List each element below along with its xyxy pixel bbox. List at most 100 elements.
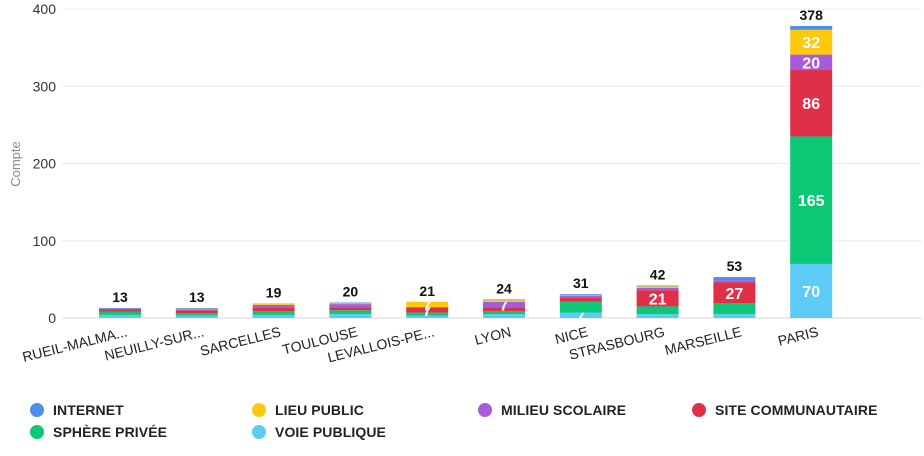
legend-item[interactable]: LIEU PUBLIC	[252, 402, 364, 418]
bar-segment	[559, 297, 602, 302]
segment-data-label: 7	[423, 297, 432, 314]
bar-segment	[329, 302, 372, 304]
bar-segment	[252, 307, 295, 312]
bar-segment	[252, 314, 295, 318]
segment-data-label: 20	[802, 55, 820, 72]
bar-stack: 21 42	[636, 267, 679, 318]
x-tick-label: LYON	[473, 323, 513, 347]
bar-segment	[483, 300, 525, 302]
total-data-label: 13	[189, 289, 205, 305]
bar-segment	[790, 263, 833, 318]
legend-item[interactable]: MILIEU SCOLAIRE	[478, 402, 626, 418]
legend-swatch-icon	[478, 403, 492, 417]
bar-segment	[406, 301, 449, 308]
bar-segment	[790, 54, 833, 71]
legend: INTERNET LIEU PUBLIC MILIEU SCOLAIRE SITE C…	[30, 402, 910, 446]
bar-stack: 27 53	[713, 258, 756, 318]
bar-segment	[175, 307, 218, 309]
x-tick-label: PARIS	[776, 323, 820, 348]
segment-data-label: 70	[802, 284, 820, 301]
bar-segment	[483, 314, 525, 318]
total-data-label: 21	[419, 283, 435, 299]
bar-segment	[99, 311, 141, 315]
bar-segment	[329, 314, 372, 318]
bar-segment	[636, 290, 679, 307]
total-data-label: 53	[727, 258, 743, 274]
bar-segment	[406, 312, 449, 316]
x-tick-label: MARSEILLE	[663, 323, 743, 358]
y-tick-label: 0	[48, 310, 56, 326]
bar-segment	[636, 314, 679, 318]
y-tick-label: 200	[33, 156, 57, 172]
bar-stack: 70 165 86 20 32 378	[790, 7, 833, 318]
segment-data-label: 86	[802, 96, 820, 113]
y-axis-ticks: 0 100 200 300 400	[33, 1, 57, 326]
segment-data-label: 7	[423, 303, 432, 320]
bar-segment	[99, 309, 141, 312]
bar-segment	[175, 309, 218, 311]
bar-segment	[406, 315, 449, 318]
bar-segment	[636, 306, 679, 315]
bar-stack: 724	[483, 280, 525, 318]
bar-segment	[713, 282, 756, 304]
bar-segment	[636, 287, 679, 291]
bar-segment	[636, 285, 679, 287]
bar-segment	[790, 25, 833, 30]
total-data-label: 24	[496, 280, 512, 296]
x-tick-label: SARCELLES	[198, 323, 282, 358]
legend-swatch-icon	[692, 403, 706, 417]
total-data-label: 31	[573, 275, 589, 291]
bar-segment	[713, 303, 756, 315]
segment-data-label: 32	[802, 35, 820, 52]
bar-segment	[559, 295, 602, 298]
bar-segment	[790, 70, 833, 137]
bar-segment	[559, 294, 602, 295]
bar-segment	[175, 315, 218, 318]
legend-label: INTERNET	[53, 402, 124, 418]
legend-swatch-icon	[30, 403, 44, 417]
bar-segment	[252, 311, 295, 315]
bar-segment	[175, 313, 218, 316]
segment-data-label: 7	[576, 308, 585, 325]
total-data-label: 42	[650, 267, 666, 283]
bar-segment	[175, 308, 218, 310]
bar-segment	[329, 310, 372, 315]
bar-segment	[790, 136, 833, 264]
bar-segment	[329, 304, 372, 308]
bar-stack: 13	[175, 289, 218, 318]
legend-item[interactable]: SITE COMMUNAUTAIRE	[692, 402, 878, 418]
legend-item[interactable]: VOIE PUBLIQUE	[252, 424, 386, 440]
bar-stack: 19	[252, 284, 295, 318]
bar-segment	[483, 307, 525, 312]
segment-data-label: 21	[649, 291, 667, 308]
bar-segment	[175, 310, 218, 314]
bar-segment	[483, 299, 525, 301]
segment-data-label: 27	[726, 286, 744, 303]
bar-segment	[713, 280, 756, 283]
bar-stack: 7 31	[559, 275, 602, 325]
x-axis-ticks: RUEIL-MALMA...NEUILLY-SUR...SARCELLESTOU…	[21, 323, 820, 365]
total-data-label: 378	[800, 7, 824, 23]
legend-label: VOIE PUBLIQUE	[275, 424, 386, 440]
bar-segment	[252, 303, 295, 305]
y-tick-label: 100	[33, 233, 57, 249]
bar-segment	[406, 307, 449, 313]
bar-segment	[559, 301, 602, 313]
legend-item[interactable]: INTERNET	[30, 402, 124, 418]
y-tick-label: 300	[33, 78, 57, 94]
legend-swatch-icon	[252, 425, 266, 439]
bar-segment	[483, 311, 525, 315]
grid-lines	[62, 8, 922, 319]
legend-item[interactable]: SPHÈRE PRIVÉE	[30, 424, 167, 440]
segment-data-label: 165	[798, 193, 825, 210]
total-data-label: 19	[266, 284, 282, 300]
legend-swatch-icon	[252, 403, 266, 417]
y-axis-label: Compte	[8, 141, 23, 187]
x-tick-label: NICE	[553, 323, 589, 347]
bar-segment	[636, 286, 679, 288]
bar-segment	[99, 307, 141, 309]
bar-segment	[329, 303, 372, 305]
